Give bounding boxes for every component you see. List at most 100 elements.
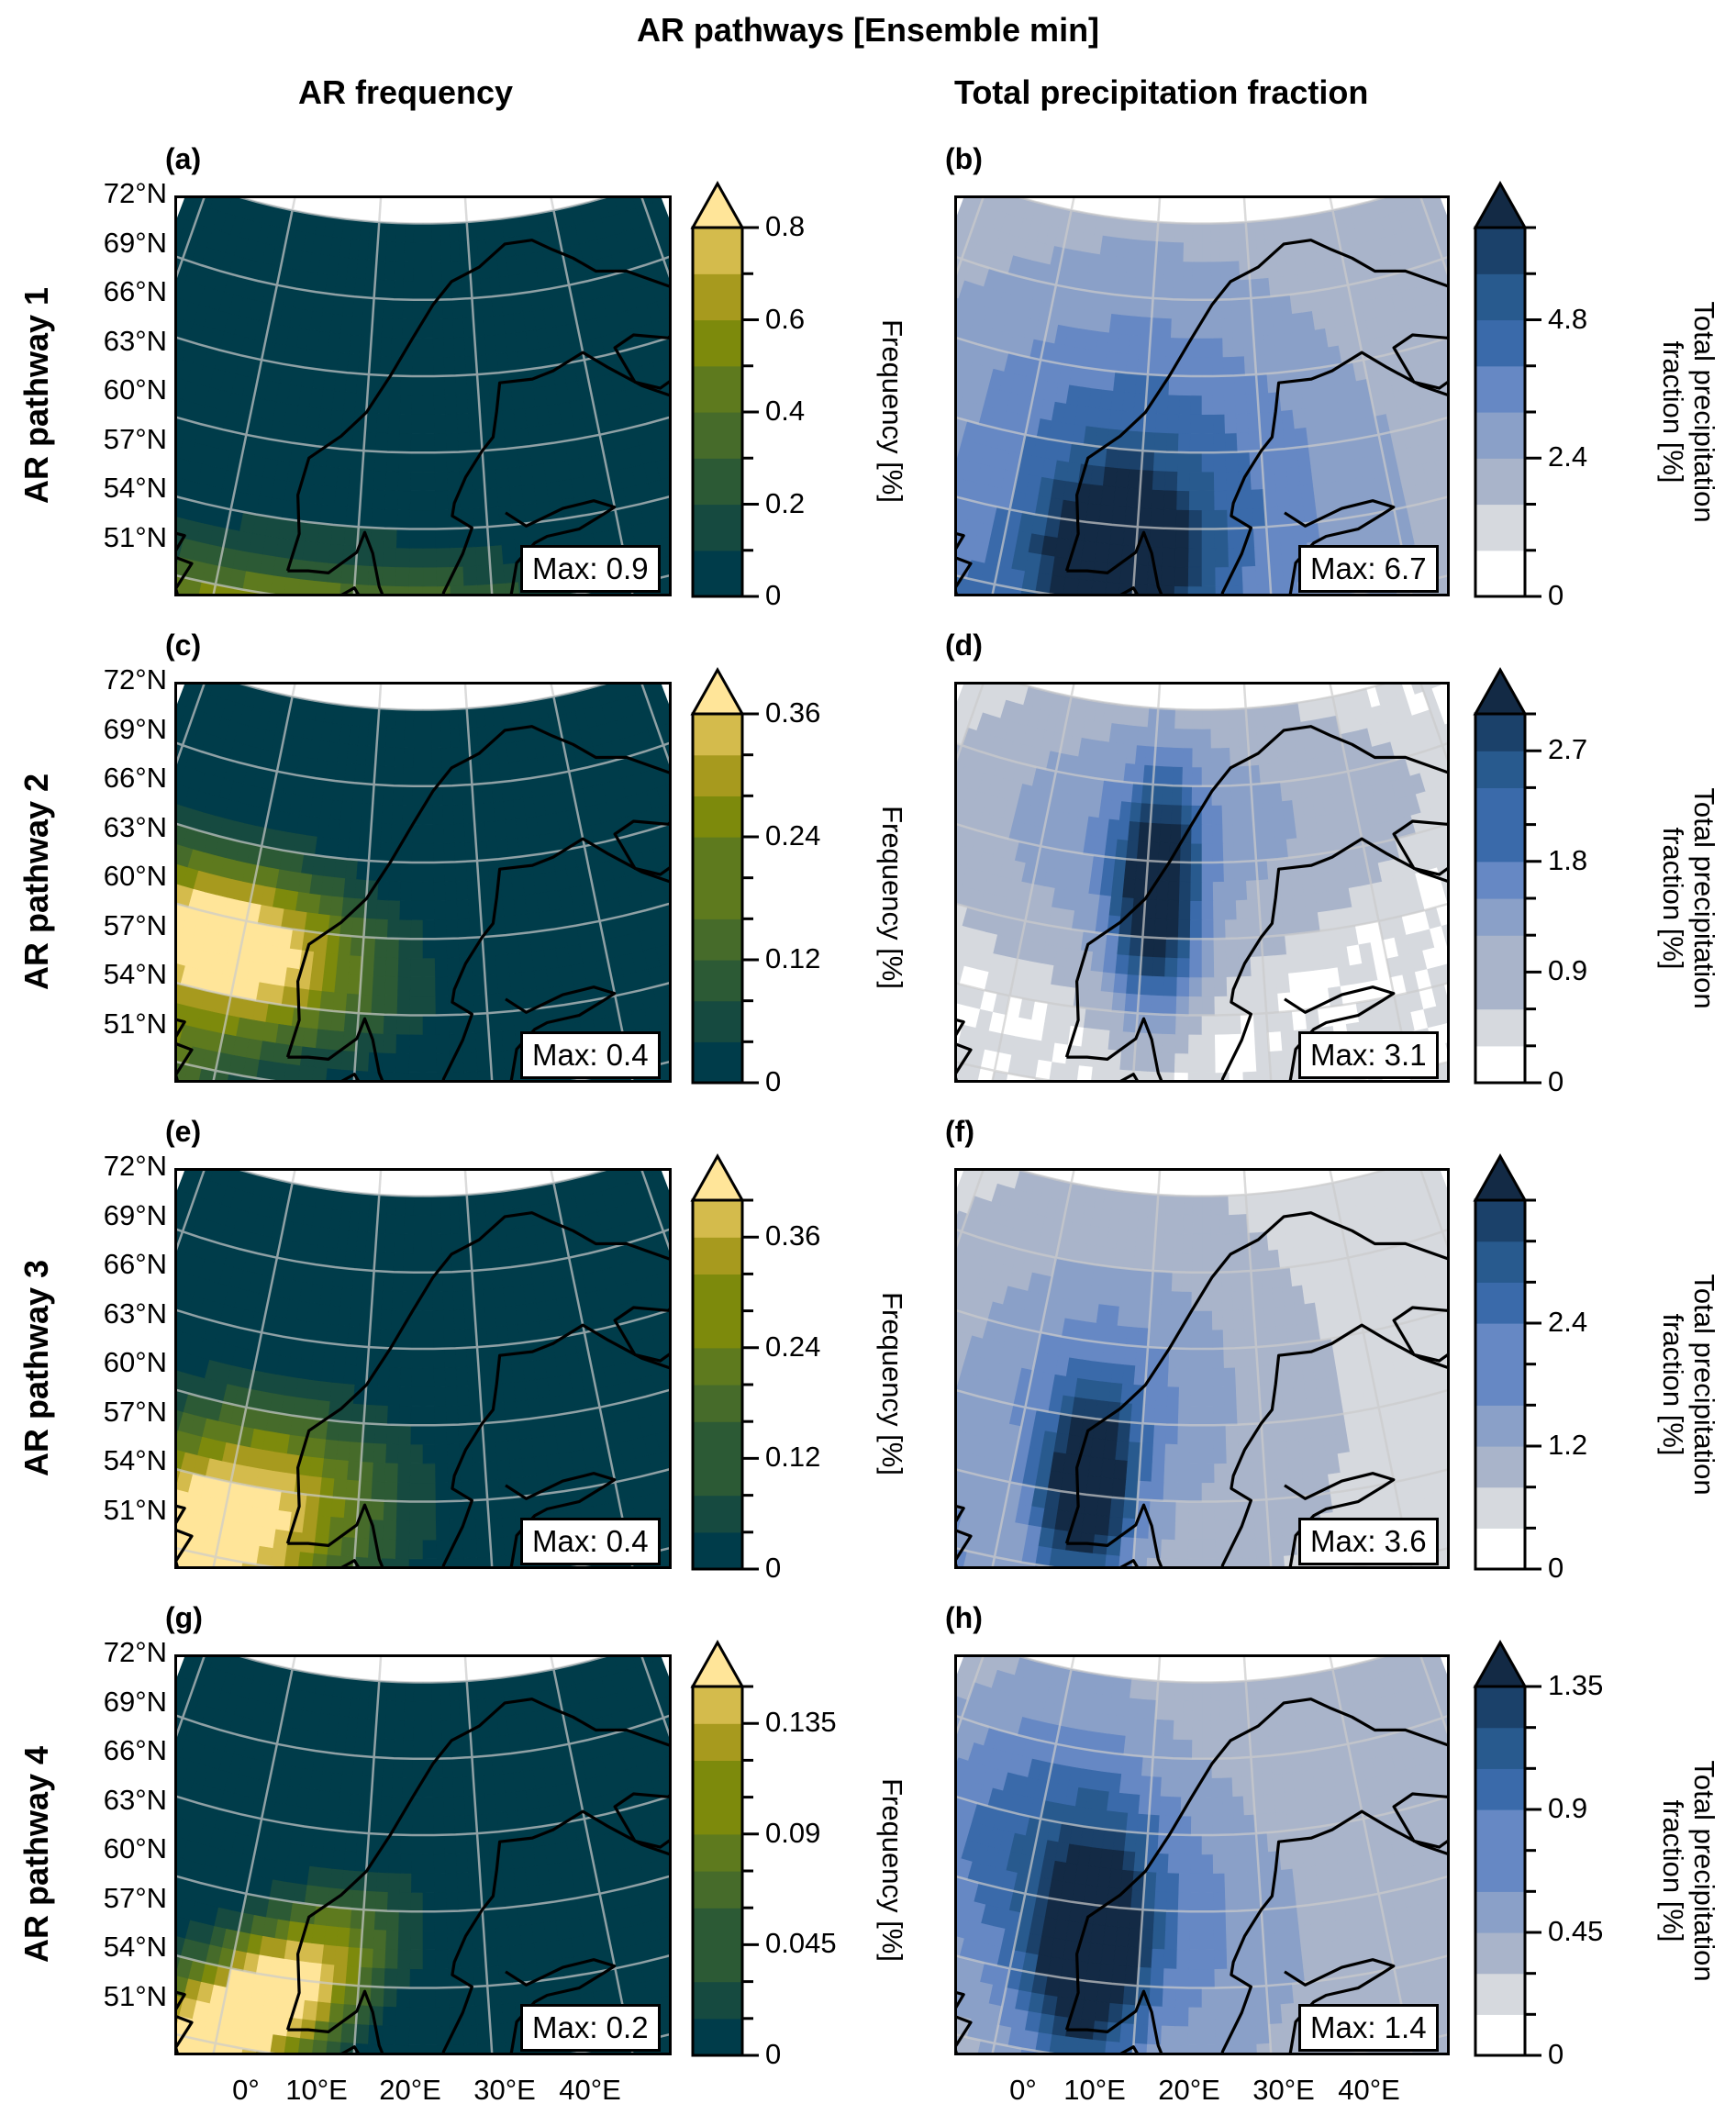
- field-cell: [448, 528, 463, 549]
- colorbar-segment: [693, 319, 742, 367]
- field-cell: [1099, 388, 1114, 410]
- field-cell: [372, 489, 386, 510]
- field-cell: [352, 295, 365, 317]
- field-cell: [387, 899, 401, 920]
- colorbar-segment: [1475, 550, 1525, 597]
- field-cell: [1201, 356, 1214, 377]
- field-cell: [1113, 371, 1127, 393]
- field-cell: [328, 543, 345, 565]
- field-cell: [1180, 356, 1192, 377]
- field-cell: [410, 433, 424, 453]
- field-cell: [448, 1014, 463, 1035]
- field-cell: [304, 521, 321, 543]
- meridian-line: [1131, 195, 1162, 596]
- field-cell: [379, 841, 392, 863]
- field-cell: [1192, 241, 1203, 262]
- field-cell: [331, 876, 346, 897]
- field-cell: [462, 565, 478, 586]
- field-cell: [338, 819, 351, 840]
- meridian-line: [463, 195, 494, 596]
- field-cell: [408, 566, 424, 587]
- field-cell: [1235, 413, 1249, 434]
- field-cell: [409, 529, 424, 549]
- field-cell: [370, 527, 385, 548]
- field-cell: [501, 543, 517, 565]
- field-cell: [506, 466, 523, 487]
- field-cell: [422, 919, 436, 940]
- field-cell: [1201, 433, 1215, 453]
- field-cell: [435, 490, 449, 511]
- colorbar-extend-arrow: [690, 180, 745, 229]
- field-cell: [347, 840, 361, 861]
- field-cell: [389, 862, 402, 882]
- field-cell: [1285, 447, 1299, 469]
- field-cell: [444, 880, 458, 901]
- field-cell: [1156, 394, 1170, 415]
- field-cell: [385, 470, 399, 491]
- field-cell: [304, 1007, 321, 1030]
- field-cell: [484, 820, 497, 841]
- colorbar-extend-arrow: [1473, 180, 1528, 229]
- field-cell: [323, 952, 339, 974]
- field-cell: [1214, 547, 1230, 568]
- field-cell: [433, 881, 447, 901]
- field-cell: [434, 957, 449, 978]
- field-cell: [411, 862, 424, 883]
- field-cell: [1213, 414, 1226, 434]
- field-cell: [432, 823, 445, 844]
- field-cell: [1124, 372, 1138, 394]
- field-cell: [409, 509, 424, 529]
- colorbar-tick-label: 0.4: [765, 395, 806, 427]
- field-cell: [1110, 390, 1125, 411]
- field-cell: [398, 432, 412, 453]
- field-cell: [336, 467, 351, 489]
- field-cell: [410, 451, 424, 473]
- field-cell: [326, 447, 340, 469]
- field-cell: [1189, 433, 1203, 453]
- field-cell: [422, 881, 435, 902]
- field-cell: [411, 900, 424, 920]
- field-cell: [1170, 317, 1183, 339]
- field-cell: [328, 1030, 345, 1052]
- field-cell: [1264, 353, 1278, 374]
- meridian-line: [352, 195, 383, 596]
- field-cell: [422, 261, 433, 282]
- field-cell: [1285, 466, 1302, 487]
- field-cell: [422, 509, 437, 529]
- field-cell: [334, 973, 350, 994]
- field-cell: [1160, 565, 1176, 586]
- field-cell: [1168, 375, 1181, 395]
- field-cell: [1191, 299, 1203, 320]
- field-cell: [357, 239, 370, 261]
- field-cell: [1159, 336, 1172, 357]
- field-cell: [1201, 280, 1213, 301]
- field-cell: [388, 880, 402, 901]
- field-cell: [354, 564, 370, 585]
- colorbar: [1473, 180, 1541, 598]
- field-cell: [422, 395, 435, 416]
- field-cell: [1212, 356, 1224, 377]
- data-field: [174, 682, 672, 1083]
- field-cell: [311, 951, 327, 973]
- field-cell: [412, 338, 424, 358]
- field-cell: [396, 509, 411, 529]
- field-cell: [342, 295, 355, 317]
- field-cell: [306, 502, 323, 524]
- field-cell: [422, 824, 434, 844]
- field-cell: [422, 433, 436, 453]
- field-cell: [1223, 394, 1237, 415]
- field-cell: [1161, 298, 1174, 319]
- field-cell: [284, 1063, 301, 1083]
- field-cell: [351, 315, 363, 337]
- field-cell: [334, 486, 350, 507]
- field-cell: [422, 529, 437, 549]
- field-cell: [386, 222, 397, 243]
- field-cell: [338, 448, 352, 470]
- field-cell: [1214, 528, 1230, 549]
- field-cell: [400, 375, 413, 396]
- field-cell: [485, 840, 499, 861]
- field-cell: [1105, 447, 1119, 469]
- field-cell: [1210, 222, 1221, 243]
- field-cell: [485, 353, 499, 374]
- field-cell: [380, 822, 393, 843]
